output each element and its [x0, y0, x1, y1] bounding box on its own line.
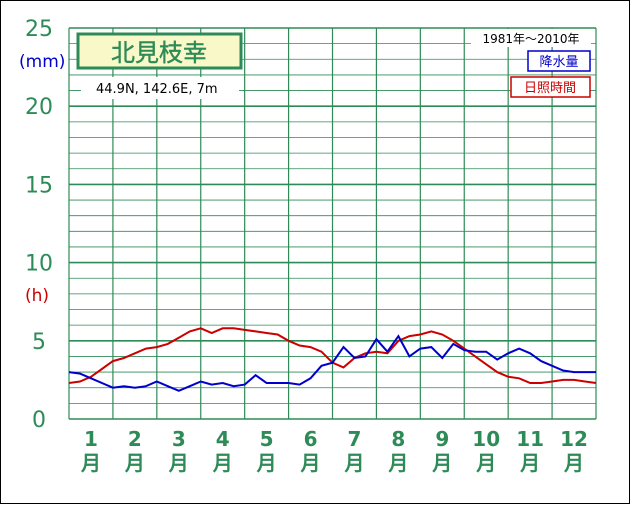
x-tick-suffix: 月 — [80, 451, 101, 475]
x-tick-suffix: 月 — [343, 451, 364, 475]
x-tick-suffix: 月 — [519, 451, 540, 475]
legend-sunshine-box — [510, 76, 591, 98]
x-tick-suffix: 月 — [563, 451, 584, 475]
location-bg — [81, 77, 239, 99]
legend-precip: 降水量 — [539, 55, 578, 70]
period-bg — [471, 29, 591, 47]
y-tick-label: 15 — [25, 173, 53, 198]
legend-precip-box — [527, 50, 591, 72]
y-tick-label: 20 — [25, 95, 53, 120]
sunshine-unit-label: (h) — [25, 286, 49, 306]
x-tick-label: 2 — [128, 427, 142, 451]
x-tick-label: 11 — [516, 427, 544, 451]
x-tick-suffix: 月 — [212, 451, 233, 475]
x-tick-suffix: 月 — [124, 451, 145, 475]
x-tick-label: 8 — [391, 427, 405, 451]
x-tick-label: 7 — [347, 427, 361, 451]
legend-sunshine: 日照時間 — [524, 81, 576, 96]
x-tick-suffix: 月 — [300, 451, 321, 475]
period-label: 1981年～2010年 — [482, 32, 579, 46]
y-tick-label: 10 — [25, 252, 53, 277]
x-tick-label: 12 — [560, 427, 588, 451]
x-tick-label: 6 — [304, 427, 318, 451]
y-tick-label: 0 — [32, 408, 46, 433]
x-tick-suffix: 月 — [387, 451, 408, 475]
y-tick-label: 5 — [32, 330, 46, 355]
y-tick-label: 25 — [25, 17, 53, 42]
x-tick-suffix: 月 — [168, 451, 189, 475]
x-tick-label: 1 — [84, 427, 98, 451]
series-line-precip — [68, 334, 596, 392]
station-title: 北見枝幸 — [111, 39, 207, 67]
y-tick-labels: 0 5 10 15 20 25 — [25, 17, 53, 433]
x-tick-label: 10 — [472, 427, 500, 451]
x-tick-suffix: 月 — [475, 451, 496, 475]
station-title-box — [76, 32, 243, 70]
station-location: 44.9N, 142.6E, 7m — [96, 82, 218, 97]
x-tick-label: 4 — [216, 427, 230, 451]
grid-lines — [68, 27, 597, 420]
x-tick-suffix: 月 — [431, 451, 452, 475]
x-tick-suffix: 月 — [256, 451, 277, 475]
x-tick-label: 3 — [172, 427, 186, 451]
x-tick-label: 5 — [260, 427, 274, 451]
x-tick-label: 9 — [435, 427, 449, 451]
precip-unit-label: (mm) — [19, 52, 65, 72]
